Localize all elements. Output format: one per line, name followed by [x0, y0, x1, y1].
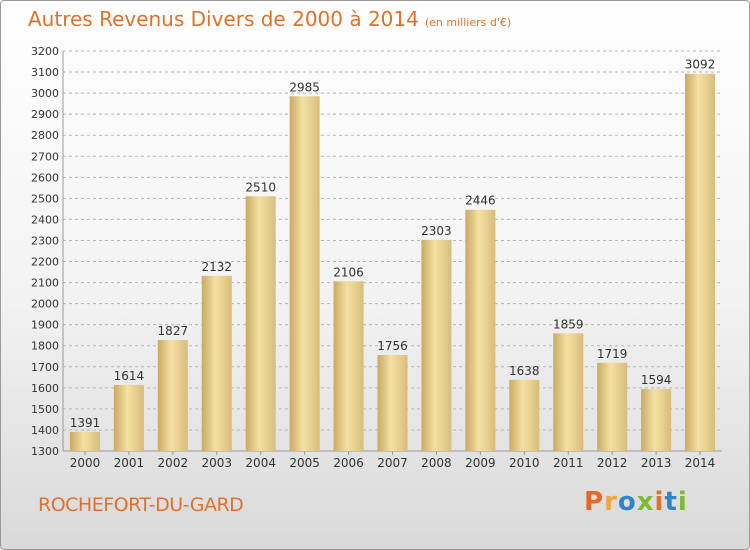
chart-unit: (en milliers d'€) [424, 16, 512, 29]
y-tick-label: 2500 [31, 192, 59, 205]
bar-value-label: 2132 [201, 260, 232, 274]
y-tick-label: 2300 [31, 234, 59, 247]
y-tick-label: 2900 [31, 108, 59, 121]
bar-value-label: 1827 [158, 324, 189, 338]
x-tick-label: 2010 [509, 456, 540, 470]
y-tick-label: 3200 [31, 45, 59, 58]
logo-letter: x [636, 487, 655, 517]
bar [553, 333, 584, 451]
y-tick-label: 2000 [31, 298, 59, 311]
logo-letter: i [677, 487, 688, 517]
bar-value-label: 2446 [465, 194, 496, 208]
bar [289, 96, 320, 452]
bar [69, 431, 100, 451]
y-tick-label: 2100 [31, 277, 59, 290]
x-tick-label: 2011 [553, 456, 584, 470]
town-name: ROCHEFORT-DU-GARD [38, 494, 244, 516]
y-tick-label: 1800 [31, 340, 59, 353]
proxiti-logo: Proxiti [584, 487, 688, 517]
bar-value-label: 1638 [509, 364, 540, 378]
bar-value-label: 1756 [377, 339, 408, 353]
bar [245, 196, 276, 451]
bar-value-label: 2510 [245, 180, 276, 194]
x-tick-label: 2012 [597, 456, 628, 470]
bar-value-label: 2985 [289, 80, 320, 94]
x-tick-label: 2001 [114, 456, 145, 470]
x-tick-label: 2004 [245, 456, 276, 470]
logo-letter: r [604, 487, 618, 517]
y-tick-label: 1600 [31, 382, 59, 395]
chart-title-text: Autres Revenus Divers de 2000 à 2014 [28, 7, 419, 31]
x-tick-label: 2008 [421, 456, 452, 470]
bar [333, 281, 364, 451]
y-tick-label: 2600 [31, 171, 59, 184]
bar-value-label: 2106 [333, 265, 364, 279]
x-tick-label: 2009 [465, 456, 496, 470]
y-tick-label: 1700 [31, 361, 59, 374]
y-tick-label: 2700 [31, 150, 59, 163]
bar [509, 379, 540, 451]
bar [201, 275, 232, 451]
y-tick-label: 1500 [31, 403, 59, 416]
logo-letter: t [664, 487, 678, 517]
x-tick-label: 2005 [289, 456, 320, 470]
logo-letter: o [617, 487, 637, 517]
bar [377, 355, 408, 451]
bar-value-label: 1391 [70, 416, 101, 430]
bar [465, 209, 496, 451]
y-tick-label: 3100 [31, 66, 59, 79]
bar-value-label: 1614 [114, 369, 145, 383]
x-tick-label: 2002 [158, 456, 189, 470]
bar [421, 239, 452, 451]
y-tick-label: 2800 [31, 129, 59, 142]
logo-letter: i [654, 487, 665, 517]
logo-letter: P [584, 487, 605, 517]
y-tick-label: 3000 [31, 87, 59, 100]
bar-value-label: 1859 [553, 317, 584, 331]
bar-value-label: 3092 [685, 58, 716, 72]
bar [157, 340, 188, 451]
x-tick-label: 2013 [641, 456, 672, 470]
bar [685, 73, 716, 451]
bar [597, 362, 628, 451]
y-tick-label: 1300 [31, 445, 59, 458]
bar [641, 389, 672, 451]
y-tick-label: 1400 [31, 424, 59, 437]
y-tick-label: 2400 [31, 213, 59, 226]
x-tick-label: 2014 [685, 456, 716, 470]
x-tick-label: 2007 [377, 456, 408, 470]
x-tick-label: 2000 [70, 456, 101, 470]
x-tick-label: 2003 [201, 456, 232, 470]
chart-title: Autres Revenus Divers de 2000 à 2014 (en … [28, 7, 511, 31]
y-tick-label: 2200 [31, 256, 59, 269]
x-tick-label: 2006 [333, 456, 364, 470]
bar-value-label: 1594 [641, 373, 672, 387]
bar-value-label: 2303 [421, 224, 452, 238]
bar [113, 384, 144, 451]
y-tick-label: 1900 [31, 319, 59, 332]
bar-value-label: 1719 [597, 347, 628, 361]
